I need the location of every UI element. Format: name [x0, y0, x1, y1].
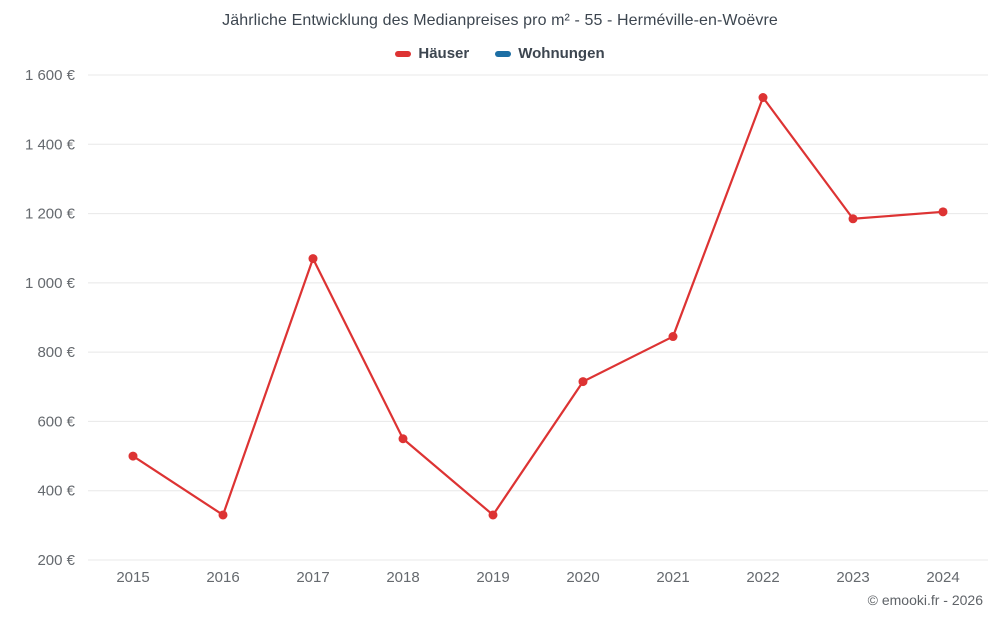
svg-text:2023: 2023: [836, 569, 869, 586]
svg-text:2017: 2017: [296, 569, 329, 586]
svg-text:800 €: 800 €: [37, 344, 75, 361]
svg-text:1 200 €: 1 200 €: [25, 206, 76, 223]
svg-text:1 000 €: 1 000 €: [25, 275, 76, 292]
svg-text:600 €: 600 €: [37, 413, 75, 430]
svg-text:200 €: 200 €: [37, 552, 75, 569]
svg-text:2020: 2020: [566, 569, 599, 586]
chart-title: Jährliche Entwicklung des Medianpreises …: [222, 12, 778, 29]
svg-text:1 600 €: 1 600 €: [25, 67, 76, 84]
legend: Häuser Wohnungen: [0, 45, 1000, 62]
legend-item-wohnungen[interactable]: Wohnungen: [495, 45, 605, 62]
svg-text:400 €: 400 €: [37, 483, 75, 500]
svg-text:1 400 €: 1 400 €: [25, 136, 76, 153]
copyright: © emooki.fr - 2026: [867, 592, 983, 608]
svg-text:2018: 2018: [386, 569, 419, 586]
legend-marker: [395, 50, 412, 57]
svg-text:2021: 2021: [656, 569, 689, 586]
legend-label: Wohnungen: [518, 45, 605, 62]
legend-label: Häuser: [418, 45, 470, 62]
legend-marker: [495, 50, 512, 57]
svg-text:2024: 2024: [926, 569, 959, 586]
svg-text:2022: 2022: [746, 569, 779, 586]
svg-text:2019: 2019: [476, 569, 509, 586]
svg-text:2016: 2016: [206, 569, 239, 586]
legend-item-häuser[interactable]: Häuser: [395, 45, 469, 62]
svg-text:2015: 2015: [116, 569, 149, 586]
